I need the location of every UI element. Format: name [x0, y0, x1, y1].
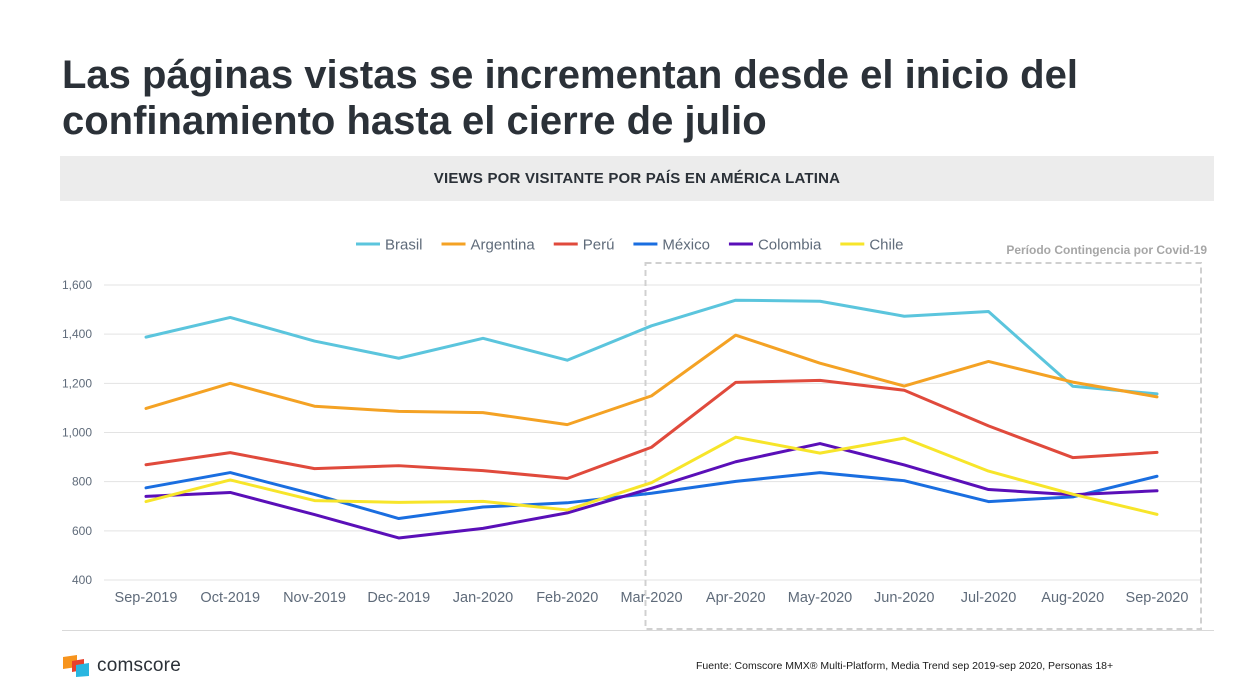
contingency-period-label: Período Contingencia por Covid-19 [1006, 243, 1207, 257]
x-tick-label: May-2020 [788, 590, 852, 606]
y-tick-label: 1,600 [62, 278, 92, 292]
x-tick-label: Mar-2020 [620, 590, 682, 606]
x-tick-label: Jan-2020 [453, 590, 513, 606]
source-note: Fuente: Comscore MMX® Multi-Platform, Me… [696, 660, 1114, 672]
series-line-peru [144, 378, 1159, 480]
comscore-logo-text: comscore [97, 655, 181, 676]
chart-subtitle: VIEWS POR VISITANTE POR PAÍS EN AMÉRICA … [433, 170, 841, 187]
legend: Brasil Argentina Perú México Colombia Chile [356, 237, 904, 254]
y-tick-label: 400 [72, 573, 92, 587]
legend-label: Brasil [385, 237, 423, 254]
x-tick-label: Dec-2019 [367, 590, 430, 606]
comscore-logo: comscore [63, 655, 181, 677]
series-line-brasil [144, 298, 1159, 396]
x-tick-label: Sep-2019 [115, 590, 178, 606]
footer-divider [62, 630, 1214, 631]
x-axis-ticks: Sep-2019 Oct-2019 Nov-2019 Dec-2019 Jan-2020… [115, 590, 1189, 606]
x-tick-label: Apr-2020 [706, 590, 766, 606]
comscore-logo-icon [63, 655, 89, 677]
legend-label: Argentina [471, 237, 536, 254]
page-title: Las páginas vistas se incrementan desde … [62, 53, 1078, 143]
legend-label: Chile [869, 237, 903, 254]
x-tick-label: Feb-2020 [536, 590, 598, 606]
series-line-colombia [144, 442, 1159, 540]
series-lines [144, 298, 1159, 540]
x-tick-label: Oct-2019 [200, 590, 260, 606]
series-line-argentina [144, 333, 1159, 427]
y-tick-label: 1,000 [62, 426, 92, 440]
x-tick-label: Sep-2020 [1126, 590, 1189, 606]
series-line-chile [144, 435, 1159, 516]
x-tick-label: Nov-2019 [283, 590, 346, 606]
y-axis-ticks: 400 600 800 1,000 1,200 1,400 1,600 [62, 278, 92, 587]
y-tick-label: 1,200 [62, 376, 92, 390]
chart-subtitle-bar: VIEWS POR VISITANTE POR PAÍS EN AMÉRICA … [60, 156, 1214, 201]
y-tick-label: 1,400 [62, 327, 92, 341]
y-tick-label: 800 [72, 475, 92, 489]
legend-label: Colombia [758, 237, 822, 254]
x-tick-label: Jul-2020 [961, 590, 1017, 606]
y-tick-label: 600 [72, 524, 92, 538]
legend-label: Perú [583, 237, 615, 254]
series-line-mexico [144, 471, 1159, 521]
x-tick-label: Aug-2020 [1041, 590, 1104, 606]
x-tick-label: Jun-2020 [874, 590, 934, 606]
contingency-period-box [644, 262, 1202, 630]
legend-label: México [662, 237, 710, 254]
